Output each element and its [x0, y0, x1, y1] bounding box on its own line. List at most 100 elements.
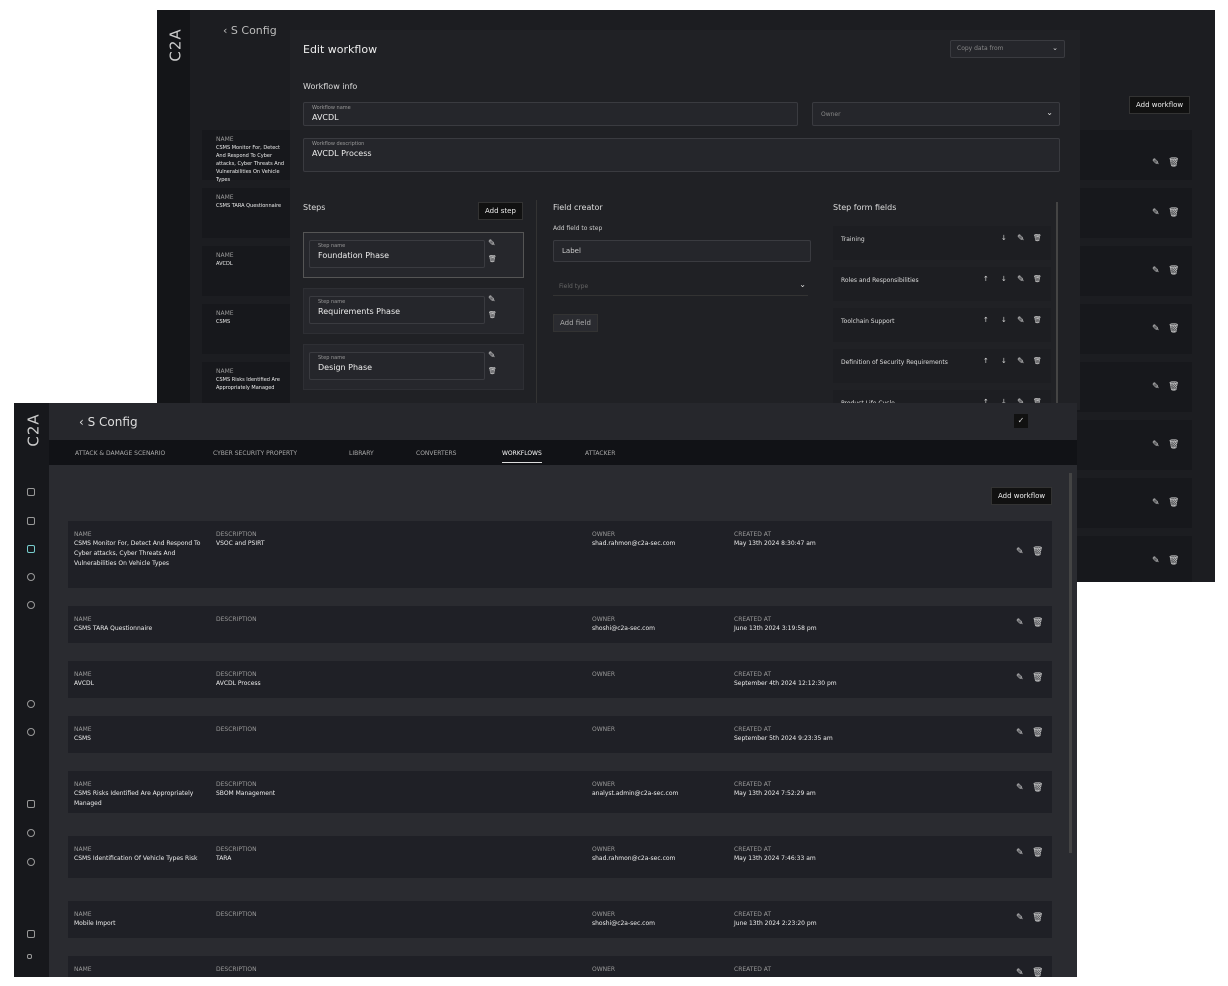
- table-row[interactable]: Name CSMS Monitor For, Detect And Respond…: [68, 521, 1052, 588]
- step-name-input[interactable]: Step name Requirements Phase: [309, 296, 485, 324]
- workflow-name-input[interactable]: Workflow name AVCDL: [303, 102, 798, 126]
- edit-icon[interactable]: ✎: [488, 295, 496, 305]
- nav-user-icon[interactable]: [27, 829, 35, 837]
- delete-icon[interactable]: 🗑: [1168, 158, 1180, 168]
- edit-icon[interactable]: ✎: [1016, 618, 1024, 628]
- edit-icon[interactable]: ✎: [488, 351, 496, 361]
- scrollbar[interactable]: [1069, 473, 1072, 853]
- edit-icon[interactable]: ✎: [1016, 913, 1024, 923]
- edit-icon[interactable]: ✎: [1016, 968, 1024, 977]
- edit-icon[interactable]: ✎: [1152, 208, 1160, 218]
- nav-refresh-icon[interactable]: [27, 573, 35, 581]
- edit-icon[interactable]: ✎: [1017, 316, 1025, 326]
- modal-scrollbar[interactable]: [1056, 202, 1058, 410]
- nav-settings-icon[interactable]: [27, 601, 35, 609]
- nav-collapse-icon[interactable]: [27, 954, 32, 959]
- edit-icon[interactable]: ✎: [1152, 498, 1160, 508]
- form-field-item[interactable]: Toolchain Support ↑ ↓ ✎ 🗑: [833, 308, 1051, 342]
- delete-icon[interactable]: 🗑: [1032, 848, 1044, 858]
- step-card[interactable]: Step name Foundation Phase ✎ 🗑: [303, 232, 524, 278]
- edit-icon[interactable]: ✎: [1016, 728, 1024, 738]
- tab-attacker[interactable]: Attacker: [585, 450, 616, 457]
- label-input[interactable]: Label: [553, 240, 811, 262]
- tab-cyber-security-property[interactable]: Cyber Security Property: [213, 450, 298, 457]
- nav-info-icon[interactable]: [27, 728, 35, 736]
- workflow-description-input[interactable]: Workflow description AVCDL Process: [303, 138, 1060, 172]
- delete-icon[interactable]: 🗑: [1032, 913, 1044, 923]
- nav-docs-icon[interactable]: [27, 488, 35, 496]
- nav-home-icon[interactable]: [27, 517, 35, 525]
- step-card[interactable]: Step name Requirements Phase ✎ 🗑: [303, 288, 524, 334]
- delete-icon[interactable]: 🗑: [488, 311, 497, 319]
- edit-icon[interactable]: ✎: [1016, 783, 1024, 793]
- edit-icon[interactable]: ✎: [1152, 556, 1160, 566]
- edit-icon[interactable]: ✎: [1152, 158, 1160, 168]
- move-up-icon[interactable]: ↑: [983, 275, 989, 283]
- delete-icon[interactable]: 🗑: [488, 367, 497, 375]
- tab-library[interactable]: Library: [349, 450, 374, 457]
- add-field-button[interactable]: Add field: [553, 314, 598, 332]
- move-down-icon[interactable]: ↓: [1001, 275, 1007, 283]
- delete-icon[interactable]: 🗑: [1168, 440, 1180, 450]
- add-workflow-button[interactable]: Add workflow: [991, 487, 1053, 505]
- move-down-icon[interactable]: ↓: [1001, 234, 1007, 242]
- edit-icon[interactable]: ✎: [1152, 266, 1160, 276]
- delete-icon[interactable]: 🗑: [1168, 266, 1180, 276]
- move-up-icon[interactable]: ↑: [983, 357, 989, 365]
- edit-icon[interactable]: ✎: [1152, 324, 1160, 334]
- move-down-icon[interactable]: ↓: [1001, 357, 1007, 365]
- tab-attack-damage-scenario[interactable]: Attack & Damage Scenario: [75, 450, 166, 457]
- delete-icon[interactable]: 🗑: [1033, 316, 1042, 324]
- check-icon[interactable]: ✓: [1014, 414, 1028, 428]
- move-up-icon[interactable]: ↑: [983, 398, 989, 406]
- table-row[interactable]: Name CSMS TARA Questionnaire Description Ow…: [68, 606, 1052, 643]
- edit-icon[interactable]: ✎: [488, 239, 496, 249]
- edit-icon[interactable]: ✎: [1016, 673, 1024, 683]
- step-name-input[interactable]: Step name Foundation Phase: [309, 240, 485, 268]
- delete-icon[interactable]: 🗑: [488, 255, 497, 263]
- edit-icon[interactable]: ✎: [1017, 357, 1025, 367]
- back-add-workflow-button[interactable]: Add workflow: [1129, 96, 1191, 114]
- delete-icon[interactable]: 🗑: [1168, 498, 1180, 508]
- delete-icon[interactable]: 🗑: [1032, 728, 1044, 738]
- form-field-item[interactable]: Definition of Security Requirements ↑ ↓ ✎ 🗑: [833, 349, 1051, 383]
- nav-help-icon[interactable]: [27, 700, 35, 708]
- delete-icon[interactable]: 🗑: [1032, 968, 1044, 977]
- table-row[interactable]: Name CSMS Identification Of Vehicle Types…: [68, 836, 1052, 878]
- edit-icon[interactable]: ✎: [1017, 275, 1025, 285]
- move-down-icon[interactable]: ↓: [1001, 316, 1007, 324]
- delete-icon[interactable]: 🗑: [1168, 208, 1180, 218]
- form-field-item[interactable]: Training ↓ ✎ 🗑: [833, 226, 1051, 260]
- delete-icon[interactable]: 🗑: [1168, 382, 1180, 392]
- nav-logout-icon[interactable]: [27, 930, 35, 938]
- nav-globe-icon[interactable]: [27, 858, 35, 866]
- tab-converters[interactable]: Converters: [416, 450, 457, 457]
- delete-icon[interactable]: 🗑: [1032, 618, 1044, 628]
- move-down-icon[interactable]: ↓: [1001, 398, 1007, 406]
- move-up-icon[interactable]: ↑: [983, 316, 989, 324]
- edit-icon[interactable]: ✎: [1016, 547, 1024, 557]
- delete-icon[interactable]: 🗑: [1032, 673, 1044, 683]
- delete-icon[interactable]: 🗑: [1033, 275, 1042, 283]
- back-button[interactable]: ‹ S Config: [79, 415, 138, 429]
- table-row[interactable]: Name CSMS Risks Identified Are Appropriat…: [68, 771, 1052, 813]
- delete-icon[interactable]: 🗑: [1032, 783, 1044, 793]
- delete-icon[interactable]: 🗑: [1033, 398, 1042, 406]
- table-row[interactable]: Name Mobile Import Description Owner shoshi@…: [68, 901, 1052, 938]
- step-name-input[interactable]: Step name Design Phase: [309, 352, 485, 380]
- copy-data-select[interactable]: Copy data from ⌄: [950, 40, 1065, 58]
- table-row[interactable]: Name CSMS Description Owner Created At Septem…: [68, 716, 1052, 753]
- add-step-button[interactable]: Add step: [478, 202, 523, 220]
- edit-icon[interactable]: ✎: [1152, 440, 1160, 450]
- edit-icon[interactable]: ✎: [1017, 234, 1025, 244]
- delete-icon[interactable]: 🗑: [1168, 324, 1180, 334]
- owner-select[interactable]: Owner ⌄: [812, 102, 1060, 126]
- edit-icon[interactable]: ✎: [1152, 382, 1160, 392]
- tab-workflows[interactable]: Workflows: [502, 450, 542, 463]
- step-card[interactable]: Step name Design Phase ✎ 🗑: [303, 344, 524, 390]
- table-row[interactable]: Name AVCDL Description AVCDL Process Owner Cr…: [68, 661, 1052, 698]
- field-type-select[interactable]: Field type ⌄: [553, 280, 808, 296]
- delete-icon[interactable]: 🗑: [1168, 556, 1180, 566]
- table-row[interactable]: Name Description Owner Created At ✎ 🗑: [68, 956, 1052, 977]
- delete-icon[interactable]: 🗑: [1032, 547, 1044, 557]
